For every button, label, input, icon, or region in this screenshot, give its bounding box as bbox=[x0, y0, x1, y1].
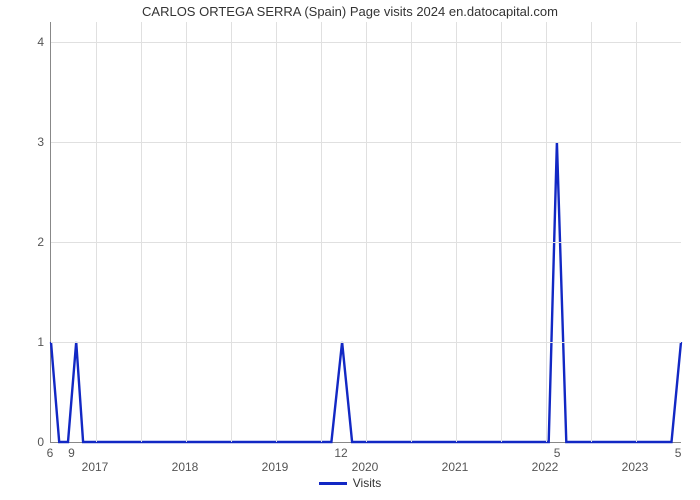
ytick-label: 4 bbox=[4, 35, 44, 49]
xtick-label: 2021 bbox=[442, 460, 469, 474]
legend-swatch bbox=[319, 482, 347, 485]
data-value-label: 6 bbox=[47, 446, 54, 460]
grid-v-minor bbox=[591, 22, 592, 442]
grid-v bbox=[366, 22, 367, 442]
data-value-label: 5 bbox=[675, 446, 682, 460]
data-value-label: 12 bbox=[334, 446, 347, 460]
xtick-label: 2017 bbox=[82, 460, 109, 474]
grid-v bbox=[96, 22, 97, 442]
grid-v bbox=[276, 22, 277, 442]
chart-container: CARLOS ORTEGA SERRA (Spain) Page visits … bbox=[0, 0, 700, 500]
grid-v-minor bbox=[321, 22, 322, 442]
grid-v bbox=[636, 22, 637, 442]
xtick-label: 2019 bbox=[262, 460, 289, 474]
xtick-label: 2018 bbox=[172, 460, 199, 474]
ytick-label: 1 bbox=[4, 335, 44, 349]
ytick-label: 3 bbox=[4, 135, 44, 149]
grid-v bbox=[456, 22, 457, 442]
grid-v-minor bbox=[141, 22, 142, 442]
plot-area bbox=[50, 22, 681, 443]
legend-label: Visits bbox=[353, 476, 381, 490]
xtick-label: 2023 bbox=[622, 460, 649, 474]
grid-v-minor bbox=[501, 22, 502, 442]
chart-title: CARLOS ORTEGA SERRA (Spain) Page visits … bbox=[0, 4, 700, 19]
grid-v-minor bbox=[231, 22, 232, 442]
legend: Visits bbox=[0, 476, 700, 490]
xtick-label: 2020 bbox=[352, 460, 379, 474]
ytick-label: 0 bbox=[4, 435, 44, 449]
ytick-label: 2 bbox=[4, 235, 44, 249]
xtick-label: 2022 bbox=[532, 460, 559, 474]
data-value-label: 5 bbox=[554, 446, 561, 460]
data-value-label: 9 bbox=[68, 446, 75, 460]
grid-v bbox=[186, 22, 187, 442]
grid-v bbox=[546, 22, 547, 442]
grid-v-minor bbox=[411, 22, 412, 442]
